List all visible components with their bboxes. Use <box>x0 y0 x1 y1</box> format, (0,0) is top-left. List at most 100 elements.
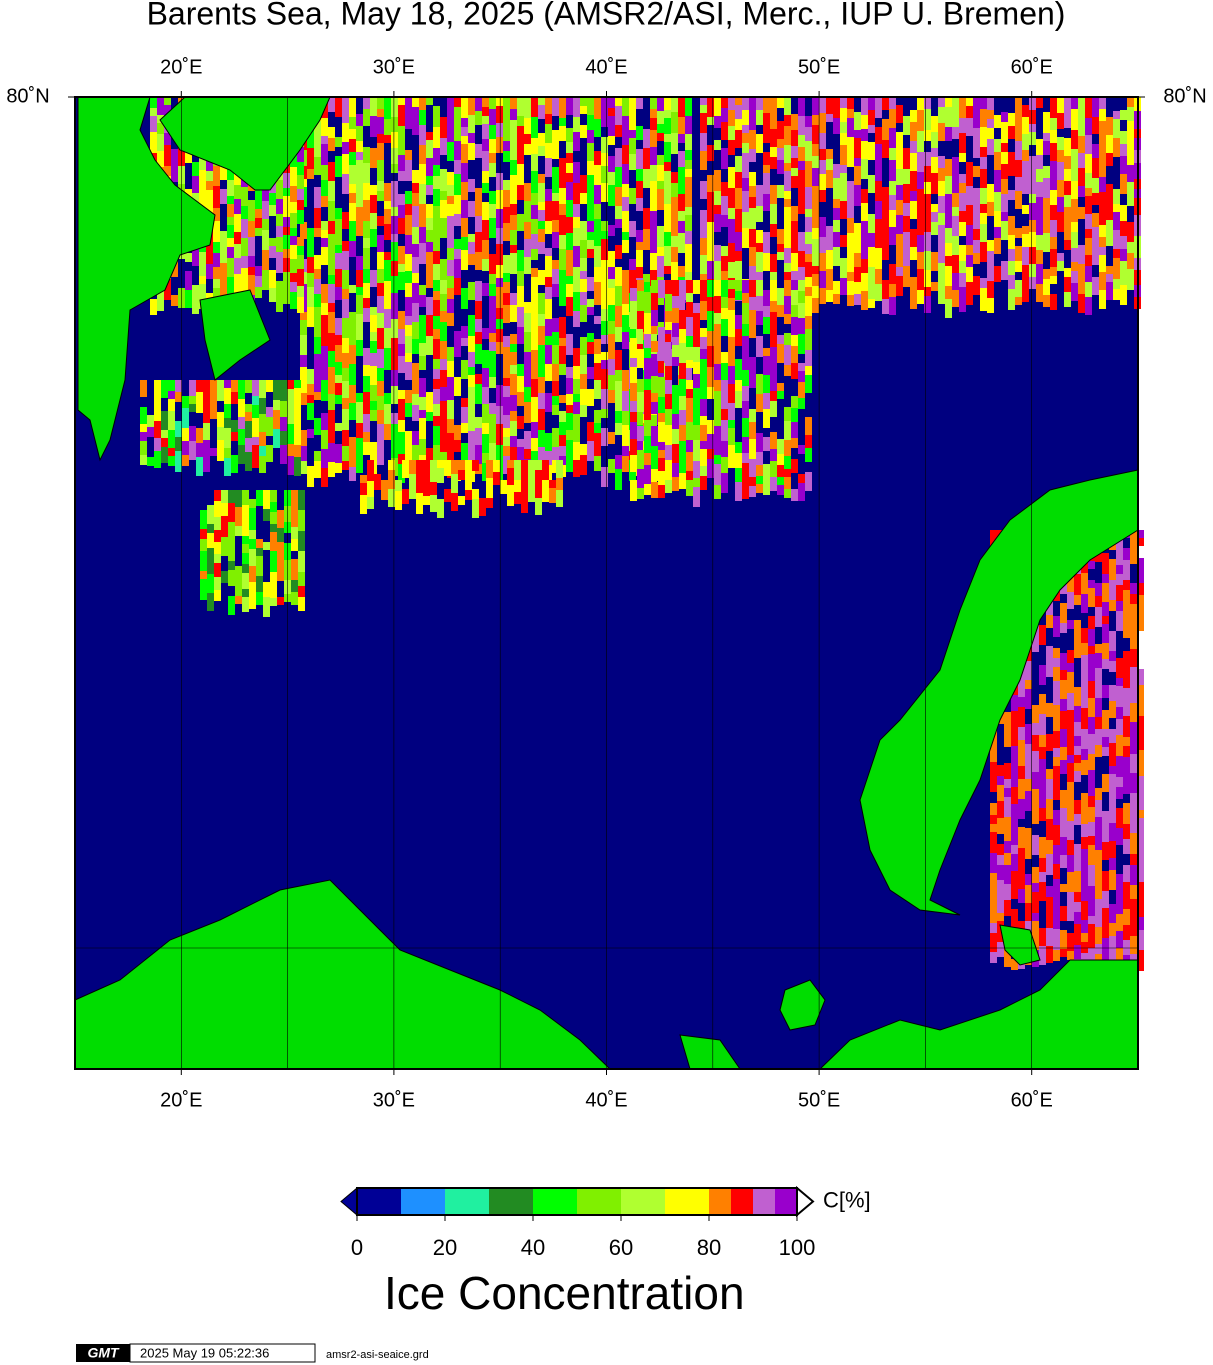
ice-cell <box>185 145 192 163</box>
ice-cell <box>363 376 370 384</box>
ice-cell <box>615 423 622 435</box>
ice-cell <box>959 193 966 202</box>
ice-cell <box>398 105 405 126</box>
ice-cell <box>454 259 461 278</box>
ice-cell <box>384 292 391 309</box>
ice-cell <box>1032 751 1039 772</box>
ice-cell <box>538 174 545 183</box>
ice-cell <box>423 476 430 496</box>
ice-cell <box>629 270 636 282</box>
ice-cell <box>1022 226 1029 234</box>
ice-cell <box>363 392 370 403</box>
ice-cell <box>938 284 945 304</box>
ice-cell <box>489 342 496 351</box>
ice-cell <box>1137 930 1144 942</box>
ice-cell <box>945 107 952 127</box>
ice-cell <box>398 356 405 373</box>
lon-label: 60˚E <box>1011 56 1053 78</box>
ice-cell <box>889 170 896 181</box>
ice-cell <box>377 109 384 117</box>
ice-cell <box>398 440 405 454</box>
ice-cell <box>391 207 398 216</box>
ice-cell <box>770 391 777 401</box>
ice-cell <box>777 97 784 108</box>
ice-cell <box>500 480 507 494</box>
ice-cell <box>405 390 412 403</box>
ice-cell <box>615 397 622 411</box>
ice-cell <box>213 221 220 242</box>
ice-cell <box>1081 953 1088 964</box>
ice-cell <box>409 486 416 499</box>
ice-cell <box>868 299 875 308</box>
ice-cell <box>335 335 342 345</box>
ice-cell <box>538 146 545 156</box>
ice-cell <box>819 253 826 271</box>
ice-cell <box>587 441 594 461</box>
ice-cell <box>363 414 370 432</box>
ice-cell <box>714 380 721 391</box>
ice-cell <box>651 280 658 293</box>
ice-cell <box>517 146 524 164</box>
ice-cell <box>594 230 601 246</box>
ice-cell <box>503 305 510 323</box>
ice-cell <box>391 242 398 261</box>
ice-cell <box>245 380 252 393</box>
ice-cell <box>973 111 980 128</box>
ice-cell <box>1137 917 1144 930</box>
ice-cell <box>854 237 861 253</box>
ice-cell <box>1050 267 1057 276</box>
ice-cell <box>700 255 707 274</box>
lat-label: 80˚N <box>1163 85 1206 107</box>
ice-cell <box>1081 674 1088 693</box>
ice-cell <box>847 233 854 251</box>
ice-cell <box>321 196 328 207</box>
ice-cell <box>805 287 812 301</box>
ice-cell <box>503 141 510 151</box>
ice-cell <box>433 426 440 445</box>
ice-cell <box>447 400 454 419</box>
ice-cell <box>255 188 262 209</box>
ice-cell <box>1064 240 1071 250</box>
ice-cell <box>161 411 168 430</box>
ice-cell <box>447 313 454 326</box>
ice-cell <box>903 203 910 216</box>
ice-cell <box>1022 117 1029 134</box>
ice-cell <box>433 280 440 291</box>
ice-cell <box>503 97 510 116</box>
ice-cell <box>917 198 924 214</box>
ice-cell <box>259 456 266 473</box>
ice-cell <box>1127 165 1134 182</box>
ice-cell <box>440 311 447 322</box>
ice-cell <box>214 509 221 517</box>
ice-cell <box>644 292 651 313</box>
ice-cell <box>283 235 290 249</box>
ice-cell <box>1057 137 1064 150</box>
ice-cell <box>672 477 679 491</box>
ice-cell <box>1060 930 1067 949</box>
ice-cell <box>1095 800 1102 817</box>
ice-cell <box>552 396 559 405</box>
ice-cell <box>207 548 214 562</box>
ice-cell <box>391 117 398 132</box>
ice-cell <box>300 312 307 320</box>
ice-cell <box>440 294 447 311</box>
ice-cell <box>1018 766 1025 779</box>
ice-cell <box>221 503 228 516</box>
ice-cell <box>990 923 997 933</box>
ice-cell <box>622 116 629 132</box>
ice-cell <box>510 120 517 141</box>
ice-cell <box>1130 773 1137 793</box>
ice-cell <box>952 157 959 175</box>
ice-cell <box>461 288 468 309</box>
ice-cell <box>517 327 524 344</box>
ice-cell <box>637 392 644 400</box>
ice-cell <box>1085 297 1092 315</box>
ice-cell <box>861 221 868 234</box>
ice-cell <box>805 209 812 217</box>
ice-cell <box>650 130 657 147</box>
ice-cell <box>700 210 707 226</box>
ice-cell <box>475 319 482 332</box>
ice-cell <box>1029 194 1036 203</box>
ice-cell <box>454 195 461 214</box>
ice-cell <box>1137 832 1144 851</box>
